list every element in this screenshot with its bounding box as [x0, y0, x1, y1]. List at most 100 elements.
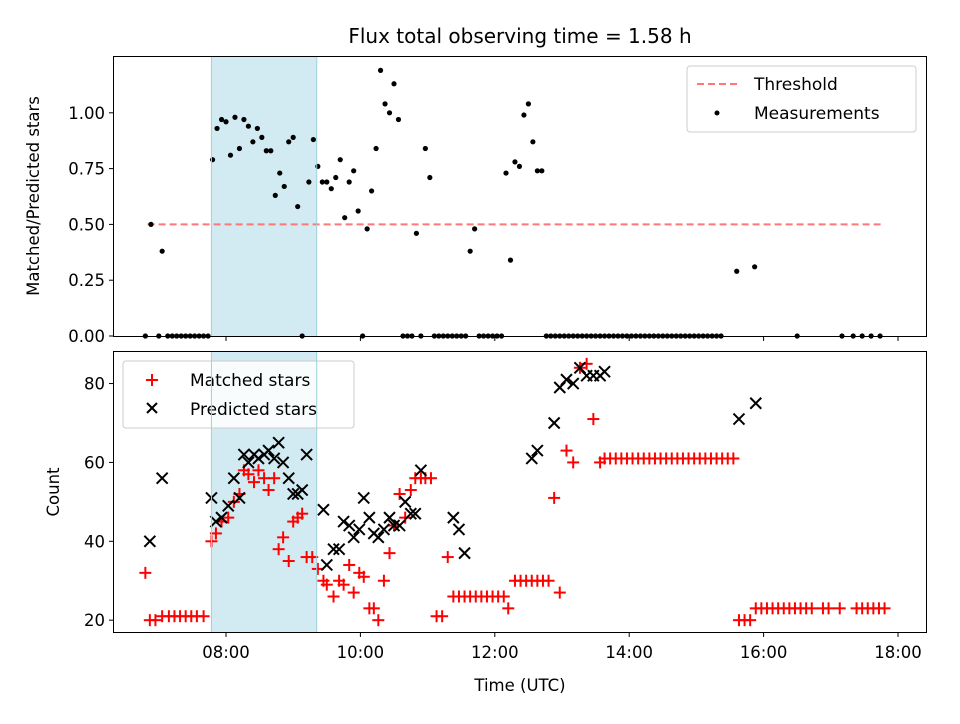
predicted-stars-point [732, 412, 746, 426]
predicted-stars-point [387, 519, 401, 532]
measurements-point [395, 116, 402, 123]
measurements-point [328, 186, 334, 192]
y-tick-label: 40 [84, 532, 105, 551]
bottom-y-axis: 20 40 60 80 [84, 375, 114, 630]
predicted-stars-point [272, 436, 285, 449]
predicted-stars-point [525, 452, 538, 465]
predicted-stars-point [363, 511, 376, 524]
measurements-point [236, 145, 243, 152]
measurements-point [250, 139, 256, 145]
predicted-stars-point [233, 491, 246, 505]
measurements-point [337, 157, 343, 163]
predicted-stars-point [327, 542, 340, 556]
top-legend: Threshold Measurements [686, 65, 917, 133]
predicted-stars-point [242, 456, 255, 469]
measurements-point [272, 192, 278, 198]
measurements-point [290, 134, 296, 140]
measurements-point [534, 168, 540, 174]
matched-stars-point [383, 547, 396, 560]
measurements-legend-swatch [714, 110, 720, 116]
measurements-point [218, 116, 225, 123]
matched-stars-point [357, 570, 370, 583]
measurements-point [734, 268, 740, 274]
y-tick-label: 0.75 [68, 160, 105, 179]
matched-stars-point [424, 472, 437, 485]
measurements-point [467, 248, 473, 254]
matched-stars-point [805, 602, 818, 615]
top-chart-title: Flux total observing time = 1.58 h [348, 24, 691, 48]
predicted-stars-point [300, 448, 313, 461]
predicted-stars-point [566, 377, 580, 390]
measurements-point [277, 170, 283, 176]
measurements-point [346, 179, 352, 185]
predicted-stars-point [347, 531, 360, 544]
measurements-point [281, 183, 287, 190]
matched-stars-point [744, 614, 757, 627]
measurements-point [472, 226, 478, 232]
predicted-stars-point [560, 373, 573, 386]
predicted-stars-point [276, 456, 290, 469]
matched-stars-point [272, 543, 285, 556]
measurements-point [503, 170, 509, 176]
measurements-point [159, 248, 165, 254]
matched-stars-point [567, 456, 580, 469]
bottom-legend-box [122, 360, 355, 429]
top-panel: 0.00 0.25 0.50 0.75 1.00 Flux total observin… [24, 24, 927, 346]
matched-stars-point [833, 602, 846, 615]
matched-stars-point [436, 610, 449, 623]
measurements-point [373, 145, 379, 152]
matched-stars-point [277, 531, 290, 544]
predicted-stars-point [598, 365, 611, 378]
top-legend-box [686, 65, 917, 133]
predicted-stars-point [414, 464, 428, 477]
measurements-point [530, 139, 536, 145]
predicted-stars-point [398, 495, 412, 509]
matched-stars-point [258, 472, 271, 485]
predicted-stars-point [393, 519, 406, 532]
matched-stars-point [222, 511, 235, 524]
measurements-point [413, 230, 419, 236]
measurements-point [209, 157, 216, 163]
matched-stars-point [399, 511, 412, 524]
predicted-stars-point [155, 471, 169, 485]
matched-stars-point [372, 614, 385, 627]
matched-stars-point [542, 574, 555, 587]
predicted-stars-point [357, 491, 370, 505]
measurements-point [521, 112, 527, 118]
predicted-stars-point [353, 523, 366, 536]
predicted-stars-point [383, 511, 396, 524]
predicted-stars-point [143, 535, 157, 548]
measurements-point [214, 125, 220, 132]
measurements-point [333, 174, 339, 181]
bottom-x-axis-label: Time (UTC) [473, 676, 565, 695]
measurements-point [232, 114, 238, 120]
measurements-point [427, 174, 433, 181]
y-tick-label: 80 [84, 375, 105, 394]
predicted-stars-point [237, 448, 251, 461]
matched-stars-point [262, 484, 275, 497]
predicted-stars-point [317, 503, 330, 516]
matched-stars-point [252, 464, 265, 477]
matched-stars-point [560, 444, 573, 457]
measurements-point [351, 168, 357, 174]
matched-stars-point [497, 590, 510, 603]
predicted-stars-point [215, 511, 228, 524]
y-tick-label: 0.25 [68, 271, 105, 290]
matched-stars-point [393, 487, 406, 500]
measurements-point [286, 139, 292, 145]
predicted-stars-point [209, 515, 223, 528]
measurements-point [377, 67, 384, 73]
matched-stars-point [377, 574, 390, 587]
measurements-point [223, 119, 229, 125]
predicted-stars-point [447, 511, 460, 524]
matched-stars-point [553, 586, 566, 599]
matched-stars-point [149, 614, 162, 627]
matched-legend-swatch [146, 374, 158, 386]
predicted-stars-point [282, 471, 295, 485]
y-tick-label: 60 [84, 453, 105, 472]
predicted-stars-point [320, 558, 334, 572]
measurements-point [386, 110, 393, 116]
measurements-point [310, 136, 316, 143]
measurements-point [364, 226, 370, 232]
